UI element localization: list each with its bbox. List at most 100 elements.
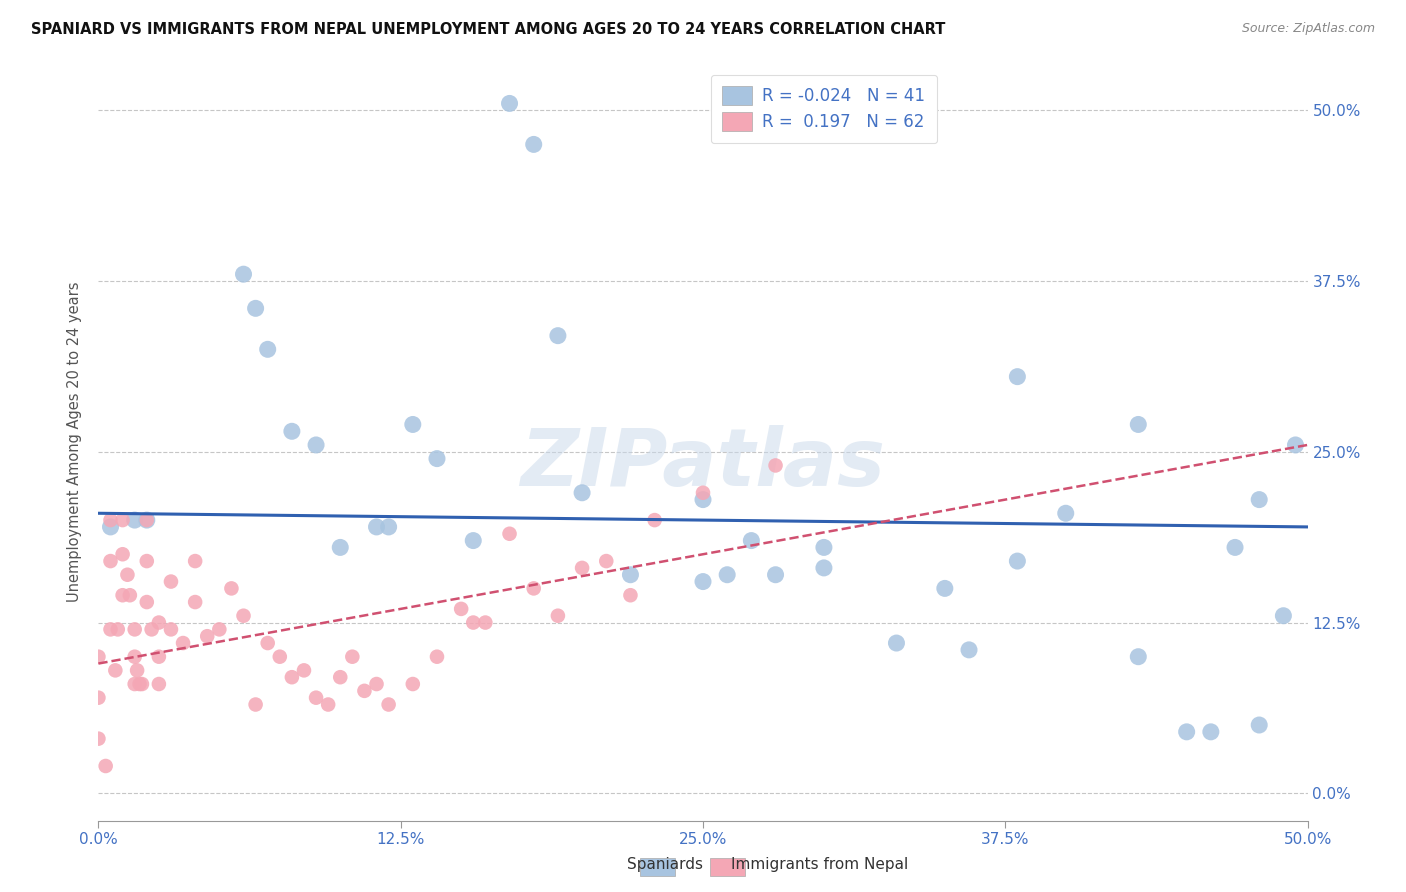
Point (124, 513, 146, 527)
Point (426, 451, 449, 466)
Point (692, 485, 714, 500)
Point (184, 595, 207, 609)
Point (305, 690, 328, 705)
Point (100, 520, 122, 534)
Point (111, 547, 134, 561)
Point (1199, 724, 1222, 739)
Point (523, 582, 546, 596)
Point (571, 485, 593, 500)
Point (94, 759, 117, 773)
Point (245, 301, 267, 316)
Point (692, 574, 714, 589)
Legend: R = -0.024   N = 41, R =  0.197   N = 62: R = -0.024 N = 41, R = 0.197 N = 62 (711, 75, 936, 143)
Point (740, 533, 762, 548)
Point (366, 677, 388, 691)
Point (813, 541, 835, 555)
Point (124, 623, 146, 637)
Point (135, 554, 157, 568)
Point (245, 698, 267, 712)
Point (498, 526, 520, 541)
Point (1249, 492, 1271, 507)
Point (1054, 506, 1077, 520)
Point (619, 567, 641, 582)
Point (135, 513, 157, 527)
Text: SPANIARD VS IMMIGRANTS FROM NEPAL UNEMPLOYMENT AMONG AGES 20 TO 24 YEARS CORRELA: SPANIARD VS IMMIGRANTS FROM NEPAL UNEMPL… (31, 22, 945, 37)
Point (148, 649, 170, 664)
Point (886, 636, 908, 650)
Point (292, 664, 315, 678)
Point (377, 698, 399, 712)
Point (813, 561, 835, 575)
Point (547, 608, 569, 623)
Point (160, 623, 183, 637)
Point (281, 425, 304, 439)
Point (595, 554, 617, 568)
Point (232, 608, 254, 623)
Point (402, 417, 425, 432)
Point (498, 96, 520, 111)
Point (184, 554, 207, 568)
Point (366, 520, 388, 534)
Point (1284, 438, 1306, 452)
Text: Source: ZipAtlas.com: Source: ZipAtlas.com (1241, 22, 1375, 36)
Point (305, 438, 328, 452)
Point (208, 623, 231, 637)
Point (232, 267, 254, 281)
Point (402, 677, 425, 691)
Point (87, 690, 110, 705)
Point (107, 623, 129, 637)
Point (100, 554, 122, 568)
Point (1249, 718, 1271, 732)
Point (716, 567, 738, 582)
Text: Spaniards: Spaniards (627, 857, 703, 872)
Point (1128, 417, 1150, 432)
Point (765, 567, 787, 582)
Point (124, 649, 146, 664)
Point (463, 615, 485, 630)
Point (160, 574, 183, 589)
Point (128, 677, 150, 691)
Point (118, 588, 141, 602)
Point (765, 458, 787, 473)
Point (523, 137, 546, 152)
Point (1007, 554, 1029, 568)
Point (426, 649, 449, 664)
Point (124, 677, 146, 691)
Point (644, 513, 666, 527)
Y-axis label: Unemployment Among Ages 20 to 24 years: Unemployment Among Ages 20 to 24 years (67, 281, 83, 602)
Point (463, 533, 485, 548)
Text: ZIPatlas: ZIPatlas (520, 425, 886, 503)
Point (547, 328, 569, 343)
Text: Immigrants from Nepal: Immigrants from Nepal (731, 857, 908, 872)
Point (329, 670, 352, 684)
Point (148, 615, 170, 630)
Point (100, 513, 122, 527)
Point (256, 636, 278, 650)
Point (135, 513, 157, 527)
Point (100, 623, 122, 637)
Point (571, 561, 593, 575)
Point (342, 649, 364, 664)
Point (131, 677, 153, 691)
Point (221, 582, 243, 596)
Point (111, 513, 134, 527)
Point (474, 615, 496, 630)
Point (450, 602, 472, 616)
Point (87, 731, 110, 746)
Point (316, 698, 339, 712)
Point (117, 567, 139, 582)
Point (1007, 369, 1029, 384)
Point (111, 588, 134, 602)
Point (619, 588, 641, 602)
Point (957, 643, 980, 657)
Point (377, 520, 399, 534)
Point (104, 664, 127, 678)
Point (329, 541, 352, 555)
Point (148, 677, 170, 691)
Point (692, 492, 714, 507)
Point (1175, 724, 1198, 739)
Point (195, 629, 218, 643)
Point (256, 343, 278, 357)
Point (127, 664, 149, 678)
Point (269, 649, 291, 664)
